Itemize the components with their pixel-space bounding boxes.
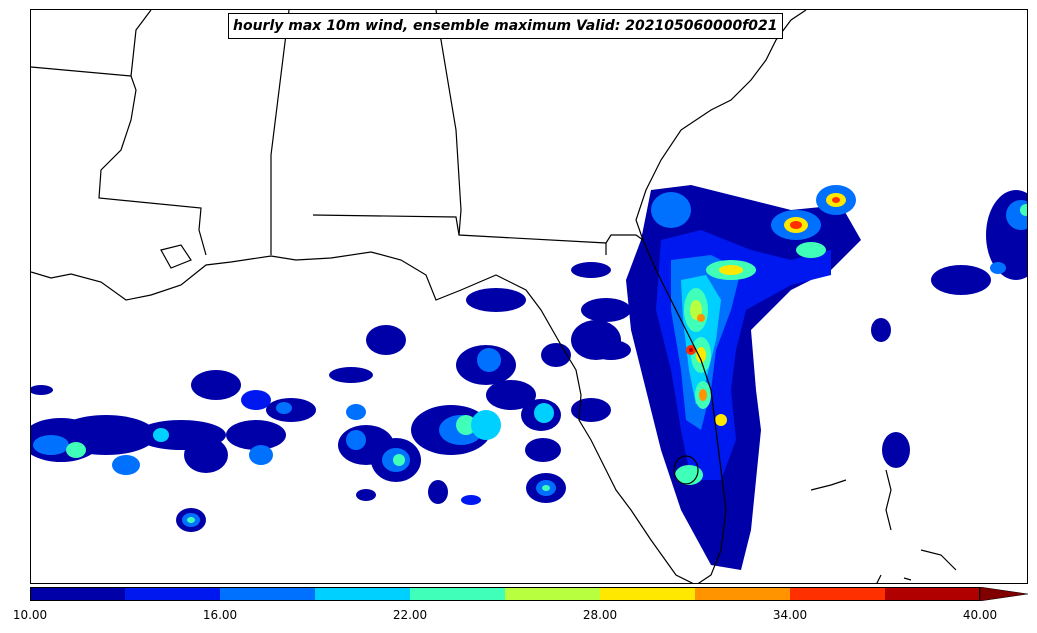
state-border-ms-al bbox=[31, 66, 132, 77]
contour-cluster-central-gulf bbox=[329, 262, 621, 505]
colorbar-segment bbox=[315, 587, 411, 601]
map-panel bbox=[30, 9, 1028, 584]
wind-contours bbox=[31, 185, 1027, 570]
colorbar-extend-arrow bbox=[979, 587, 1028, 601]
colorbar-tick-label: 40.00 bbox=[962, 608, 998, 622]
state-border-ga-fl bbox=[605, 234, 644, 244]
colorbar-segment bbox=[30, 587, 126, 601]
colorbar bbox=[30, 587, 1028, 601]
colorbar-segment bbox=[790, 587, 886, 601]
colorbar-segment bbox=[505, 587, 601, 601]
coastline-gulf bbox=[31, 251, 694, 583]
bahamas-islands bbox=[810, 469, 957, 583]
colorbar-tick-label: 28.00 bbox=[582, 608, 618, 622]
colorbar-segment bbox=[410, 587, 506, 601]
lake-pontchartrain bbox=[160, 244, 192, 269]
colorbar-segment bbox=[600, 587, 696, 601]
colorbar-segment bbox=[125, 587, 221, 601]
map-title: hourly max 10m wind, ensemble maximum Va… bbox=[228, 13, 783, 39]
colorbar-segment bbox=[220, 587, 316, 601]
contour-cluster-atlantic bbox=[871, 190, 1027, 468]
colorbar-outline bbox=[30, 587, 980, 601]
colorbar-tick-label: 34.00 bbox=[772, 608, 808, 622]
state-border-ms-la bbox=[98, 75, 207, 256]
colorbar-segments bbox=[30, 587, 981, 601]
state-border-ga bbox=[435, 10, 462, 236]
state-border-ms-river bbox=[130, 10, 152, 77]
colorbar-tick-label: 22.00 bbox=[392, 608, 428, 622]
colorbar-tick-label: 10.00 bbox=[12, 608, 48, 622]
colorbar-segment bbox=[885, 587, 981, 601]
map-outlines bbox=[31, 10, 957, 583]
contour-cluster-florida-coast bbox=[571, 185, 861, 570]
colorbar-tick-label: 16.00 bbox=[202, 608, 238, 622]
lake-okeechobee bbox=[673, 455, 699, 485]
colorbar-segment bbox=[695, 587, 791, 601]
wind-map bbox=[31, 10, 1027, 583]
contour-cluster-west-gulf bbox=[31, 370, 316, 532]
state-border-al-ga bbox=[270, 10, 290, 255]
